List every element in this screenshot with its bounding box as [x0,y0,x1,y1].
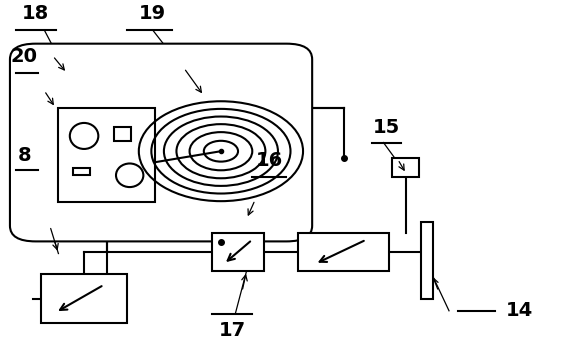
Bar [213,233,264,271]
Text: 18: 18 [22,4,49,23]
Bar [421,222,433,299]
Text: 14: 14 [506,301,533,320]
Text: 8: 8 [17,146,31,165]
Text: 16: 16 [256,151,283,170]
Bar [58,108,155,201]
Text: 17: 17 [219,321,246,340]
Text: 15: 15 [372,118,400,137]
Ellipse shape [70,123,99,149]
FancyBboxPatch shape [10,44,312,241]
Bar [392,158,419,177]
Text: 19: 19 [139,4,166,23]
Text: 20: 20 [11,47,38,66]
Ellipse shape [116,163,143,187]
Bar [41,274,127,323]
Bar [298,233,389,271]
Bar [73,168,90,175]
Bar [114,127,131,141]
